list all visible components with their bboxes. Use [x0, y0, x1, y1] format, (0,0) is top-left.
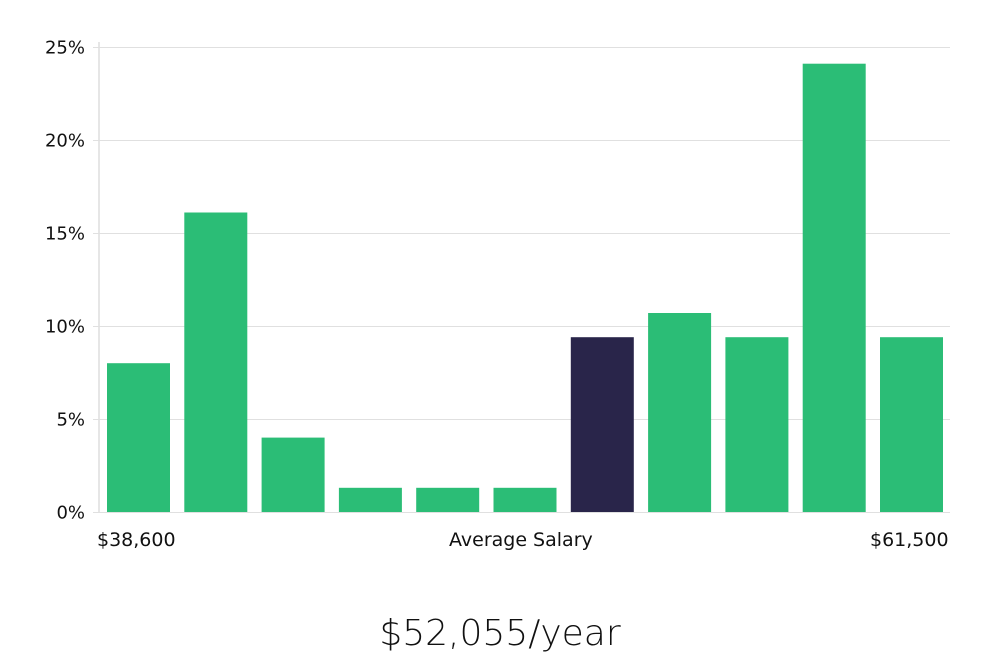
bar: [416, 487, 480, 512]
bar: [802, 63, 866, 512]
x-axis-title: Average Salary: [449, 529, 593, 551]
bars: [107, 63, 943, 512]
x-axis-min-label: $38,600: [97, 529, 176, 551]
y-tick-label: 20%: [45, 131, 85, 152]
bar: [184, 212, 248, 512]
x-axis-max-label: $61,500: [870, 529, 949, 551]
y-axis-ticks: 0% 5% 10% 15% 20% 25%: [45, 38, 85, 524]
bar: [493, 487, 557, 512]
y-tick-label: 0%: [56, 503, 85, 524]
average-salary-headline: $52,055/year: [379, 613, 621, 654]
y-tick-label: 25%: [45, 38, 85, 59]
y-tick-label: 15%: [45, 224, 85, 245]
bar: [725, 337, 789, 512]
bar-highlight: [570, 337, 634, 512]
bar: [261, 437, 325, 512]
salary-histogram: 0% 5% 10% 15% 20% 25%: [45, 38, 950, 524]
bar: [107, 363, 170, 512]
bar: [648, 313, 712, 512]
bar: [338, 487, 402, 512]
y-tick-label: 5%: [56, 410, 85, 431]
bar: [880, 337, 943, 512]
y-tick-label: 10%: [45, 317, 85, 338]
